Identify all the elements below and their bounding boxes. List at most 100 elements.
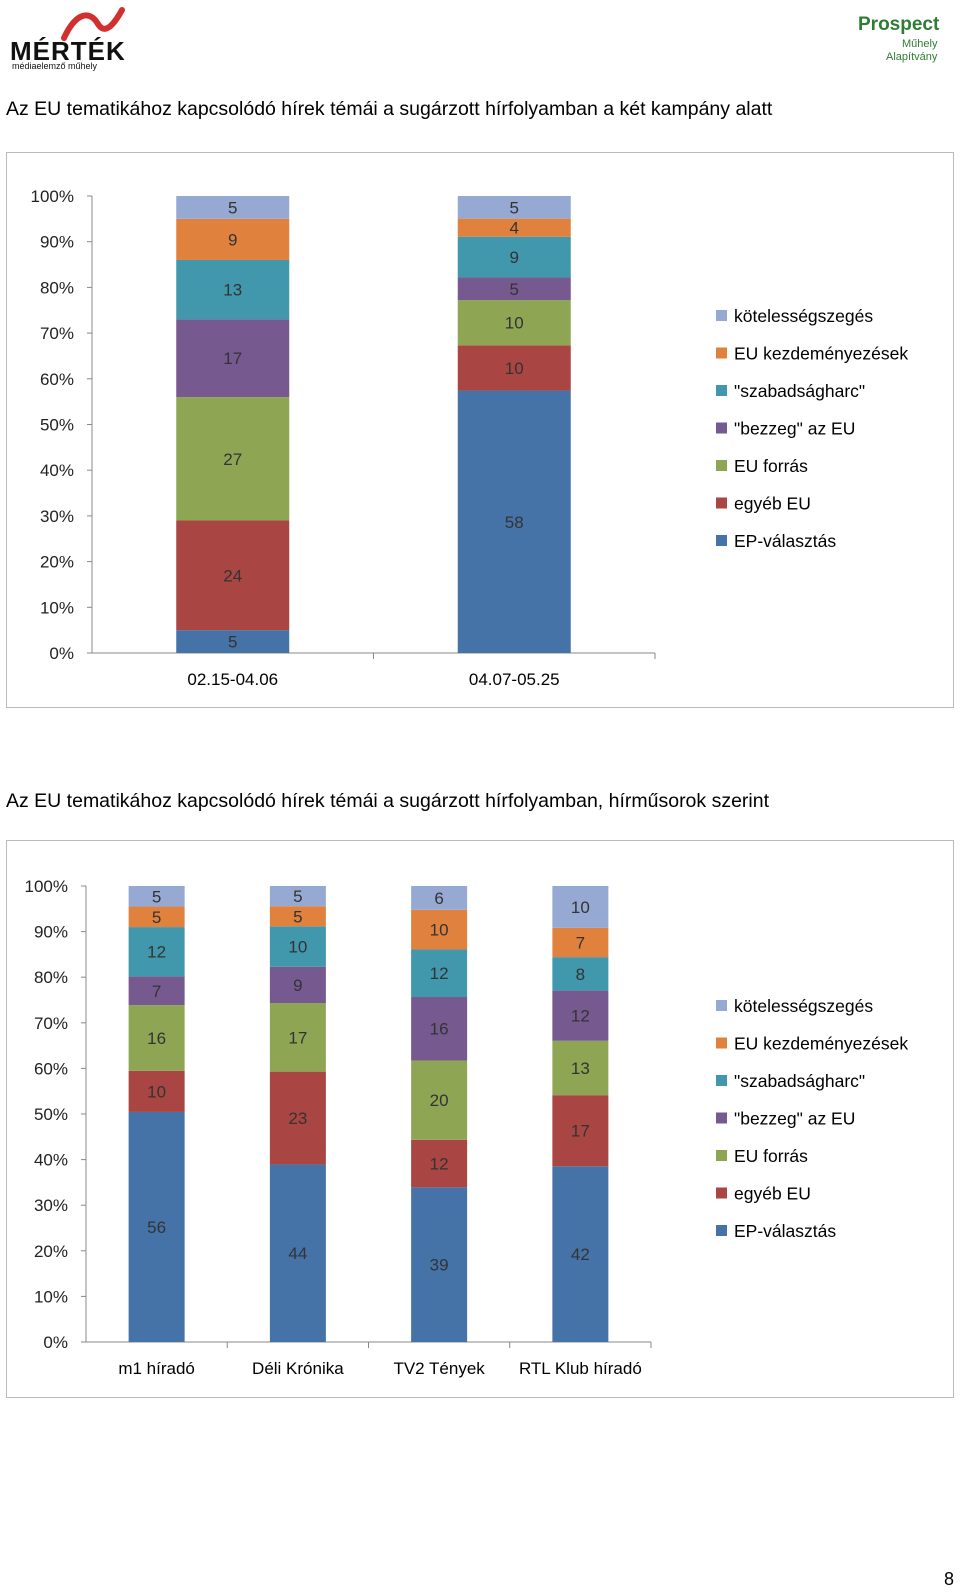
data-label: 58 bbox=[505, 513, 524, 532]
bar-szabadságharc-4 bbox=[552, 957, 609, 991]
legend-swatch-egyéb-eu bbox=[716, 1187, 727, 1199]
bar-bezzeg-az-eu-2 bbox=[269, 966, 326, 1004]
bar-egyéb-eu-1 bbox=[176, 520, 290, 631]
y-tick-label: 100% bbox=[31, 187, 74, 206]
y-tick-label: 50% bbox=[34, 1105, 68, 1124]
prospect-logo-subtitle-2: Alapítvány bbox=[886, 51, 938, 63]
data-label: 10 bbox=[430, 921, 449, 940]
bar-szabadságharc-3 bbox=[411, 949, 468, 998]
y-tick-label: 60% bbox=[40, 370, 74, 389]
y-tick-label: 80% bbox=[34, 968, 68, 987]
bar-ep-választás-2 bbox=[269, 1164, 326, 1342]
data-label: 16 bbox=[430, 1020, 449, 1039]
data-label: 5 bbox=[228, 198, 237, 217]
legend-swatch-eu-kezdeményezések bbox=[716, 347, 727, 359]
data-label: 7 bbox=[152, 982, 161, 1001]
x-tick-label: RTL Klub híradó bbox=[519, 1359, 642, 1378]
y-tick-label: 100% bbox=[25, 877, 68, 896]
legend-swatch-eu-forrás bbox=[716, 460, 727, 471]
bar-bezzeg-az-eu-1 bbox=[128, 976, 185, 1006]
data-label: 12 bbox=[571, 1007, 590, 1026]
y-tick-label: 20% bbox=[40, 553, 74, 572]
mertek-logo: MÉRTÉK médiaelemző műhely bbox=[6, 6, 130, 71]
y-tick-label: 90% bbox=[34, 923, 68, 942]
y-tick-label: 70% bbox=[40, 324, 74, 343]
data-label: 27 bbox=[223, 450, 242, 469]
data-label: 9 bbox=[228, 230, 237, 249]
y-tick-label: 0% bbox=[43, 1333, 68, 1352]
bar-bezzeg-az-eu-2 bbox=[457, 277, 571, 301]
legend-swatch-ep-választás bbox=[716, 1225, 727, 1236]
mertek-logo-subtitle: médiaelemző műhely bbox=[12, 61, 98, 71]
data-label: 10 bbox=[505, 314, 524, 333]
bar-bezzeg-az-eu-3 bbox=[411, 997, 468, 1061]
chart-1-title: Az EU tematikához kapcsolódó hírek témái… bbox=[6, 98, 773, 120]
y-tick-label: 10% bbox=[40, 598, 74, 617]
page-number: 8 bbox=[943, 1569, 954, 1589]
legend-swatch-szabadságharc bbox=[716, 385, 727, 396]
legend-label: EU forrás bbox=[734, 456, 808, 476]
chart-1-svg: 0% 10% 20% 30% 40% 50% 60% 70% 80% 90% 100% 5 24 27 17… bbox=[31, 187, 909, 689]
bar-kötelességszegés-2 bbox=[269, 886, 326, 907]
bar-kötelességszegés-4 bbox=[552, 886, 609, 928]
bar-szabadságharc-1 bbox=[128, 927, 185, 977]
x-tick-label: Déli Krónika bbox=[252, 1359, 344, 1378]
data-label: 5 bbox=[293, 887, 302, 906]
legend-swatch-kötelességszegés bbox=[716, 1000, 727, 1011]
legend-label: EU kezdeményezések bbox=[734, 344, 908, 364]
bar-eu-kezdeményezések-3 bbox=[411, 909, 468, 950]
data-label: 12 bbox=[430, 1155, 449, 1174]
bar-ep-választás-1 bbox=[176, 630, 290, 653]
data-label: 13 bbox=[223, 281, 242, 300]
legend-label: "szabadságharc" bbox=[734, 1071, 865, 1091]
data-label: 12 bbox=[430, 964, 449, 983]
data-label: 16 bbox=[147, 1029, 166, 1048]
data-label: 44 bbox=[288, 1244, 307, 1263]
y-tick-label: 60% bbox=[34, 1059, 68, 1078]
bar-ep-választás-3 bbox=[411, 1187, 468, 1342]
bar-kötelességszegés-1 bbox=[176, 196, 290, 219]
bar-eu-forrás-1 bbox=[128, 1005, 185, 1071]
y-tick-label: 70% bbox=[34, 1014, 68, 1033]
data-label: 24 bbox=[223, 566, 242, 585]
bar-eu-forrás-4 bbox=[552, 1040, 609, 1096]
bar-ep-választás-2 bbox=[457, 390, 571, 653]
y-tick-label: 10% bbox=[34, 1287, 68, 1306]
data-label: 10 bbox=[571, 898, 590, 917]
bar-egyéb-eu-3 bbox=[411, 1139, 468, 1188]
data-label: 5 bbox=[152, 908, 161, 927]
legend-label: egyéb EU bbox=[734, 1184, 811, 1204]
y-tick-label: 40% bbox=[34, 1151, 68, 1170]
bar-szabadságharc-1 bbox=[176, 259, 290, 320]
y-tick-label: 50% bbox=[40, 416, 74, 435]
data-label: 7 bbox=[576, 933, 585, 952]
data-label: 13 bbox=[571, 1059, 590, 1078]
data-label: 5 bbox=[228, 633, 237, 652]
chart-2-svg: 0%10%20%30%40%50%60%70%80%90%100%5610167… bbox=[25, 877, 909, 1378]
bar-ep-választás-1 bbox=[128, 1111, 185, 1342]
data-label: 17 bbox=[571, 1122, 590, 1141]
bar-eu-forrás-2 bbox=[457, 300, 571, 346]
chart-2-title: Az EU tematikához kapcsolódó hírek témái… bbox=[6, 790, 770, 812]
legend-swatch-bezzeg-az-eu bbox=[716, 422, 727, 434]
legend-label: "bezzeg" az EU bbox=[734, 1109, 855, 1129]
legend-label: EU forrás bbox=[734, 1146, 808, 1166]
bar-egyéb-eu-1 bbox=[128, 1070, 185, 1112]
x-tick-label: TV2 Tények bbox=[393, 1359, 485, 1378]
prospect-logo: Prospect Műhely Alapítvány bbox=[858, 8, 958, 70]
prospect-logo-name: Prospect bbox=[858, 14, 940, 35]
bar-kötelességszegés-3 bbox=[411, 886, 468, 910]
y-tick-label: 30% bbox=[40, 507, 74, 526]
bar-egyéb-eu-2 bbox=[457, 345, 571, 391]
data-label: 9 bbox=[510, 248, 519, 267]
data-label: 10 bbox=[505, 359, 524, 378]
y-tick-label: 30% bbox=[34, 1196, 68, 1215]
legend-swatch-egyéb-eu bbox=[716, 497, 727, 509]
data-label: 17 bbox=[223, 349, 242, 368]
bar-szabadságharc-2 bbox=[269, 926, 326, 967]
bar-eu-kezdeményezések-1 bbox=[128, 906, 185, 928]
mertek-logo-swoosh-icon bbox=[61, 7, 125, 41]
data-label: 4 bbox=[510, 219, 519, 238]
legend-swatch-kötelességszegés bbox=[716, 310, 727, 321]
bar-kötelességszegés-2 bbox=[457, 196, 571, 219]
